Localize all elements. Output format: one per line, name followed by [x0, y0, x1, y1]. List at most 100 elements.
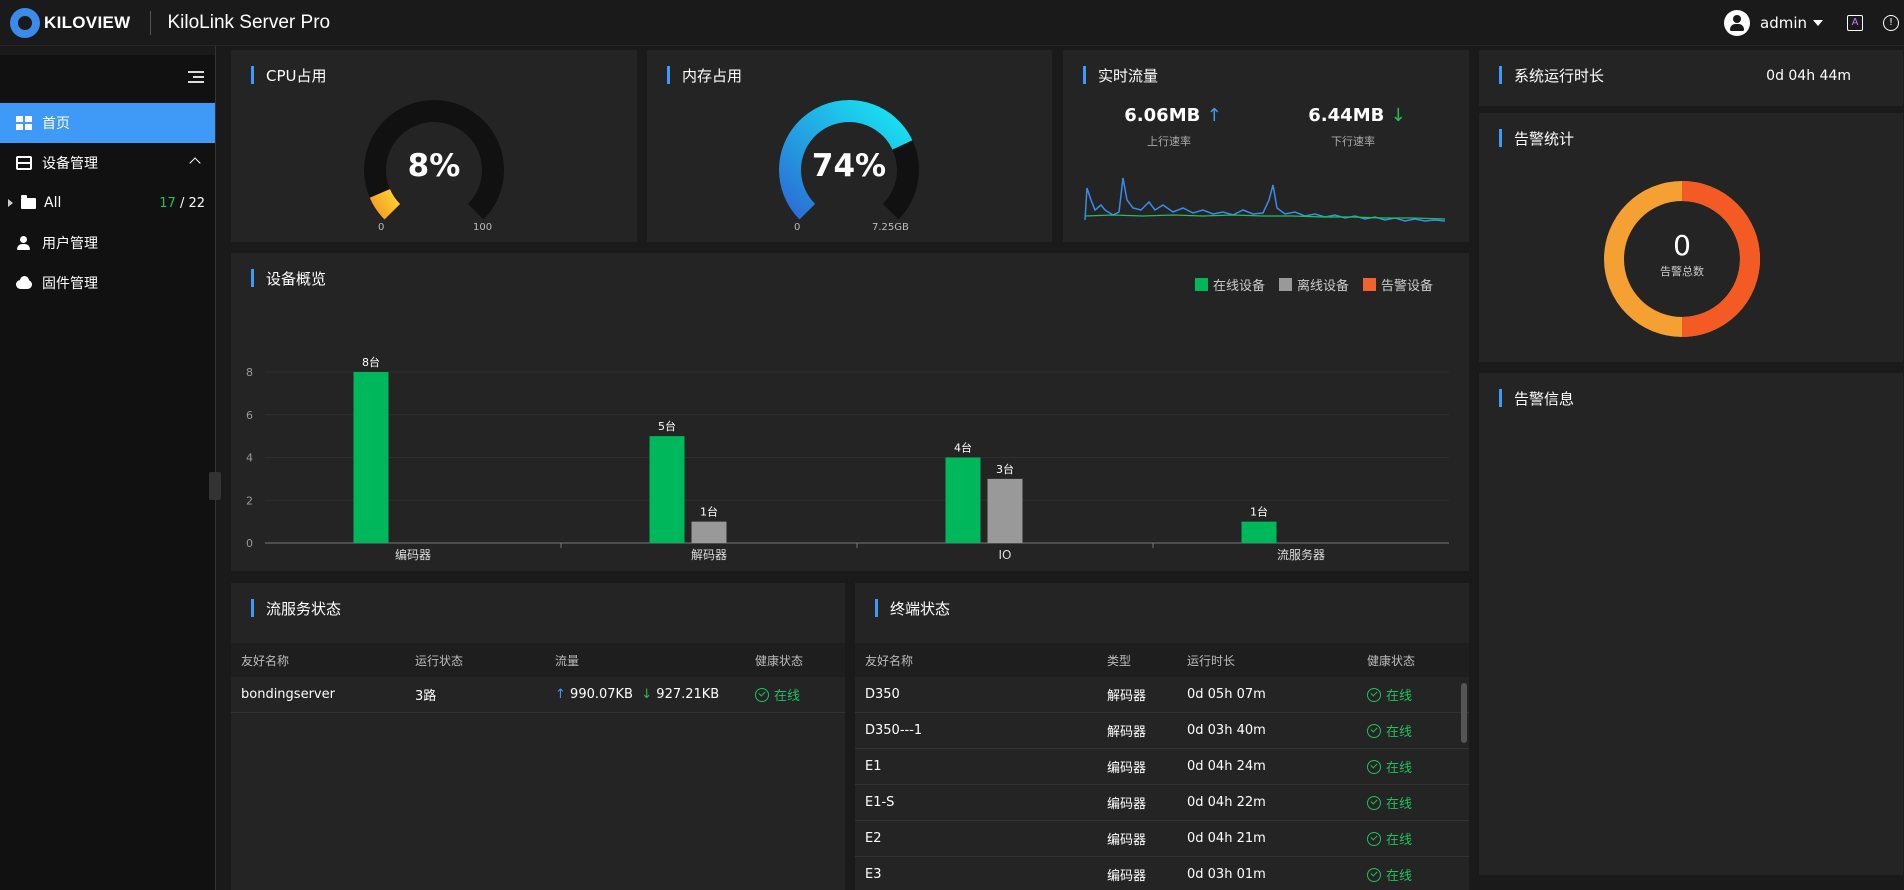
terminal-uptime: 0d 03h 01m [1187, 867, 1266, 882]
terminal-type: 编码器 [1107, 761, 1147, 776]
terminal-uptime: 0d 05h 07m [1187, 687, 1266, 702]
terminal-uptime: 0d 04h 21m [1187, 831, 1266, 846]
column-header: 友好名称 [241, 653, 290, 668]
upload-rate-label: 上行速率 [1147, 135, 1191, 148]
table-row[interactable]: D350---1 解码器 0d 03h 40m 在线 [855, 713, 1469, 749]
cpu-gauge [364, 100, 504, 220]
terminal-type: 编码器 [1107, 833, 1147, 848]
header-divider [150, 10, 152, 35]
sidebar-collapse-icon[interactable] [188, 71, 204, 85]
bar [987, 478, 1023, 543]
terminal-name: E2 [865, 831, 882, 846]
column-header: 运行状态 [415, 653, 464, 668]
arrow-down-icon: ↓ [641, 687, 653, 702]
check-circle-icon [755, 687, 769, 702]
sidebar-nav: 首页 设备管理 All 17 / 22 用户管理 固件管理 [0, 103, 215, 303]
sidebar-item-all-devices[interactable]: All 17 / 22 [0, 183, 215, 223]
y-tick-label: 2 [246, 494, 253, 507]
x-category-label: IO [999, 548, 1012, 562]
bar-data-label: 4台 [954, 441, 972, 455]
terminal-name: E3 [865, 867, 882, 882]
user-menu-caret-icon[interactable] [1813, 20, 1823, 26]
y-tick-label: 8 [246, 366, 253, 379]
alarm-donut-chart [1604, 181, 1760, 337]
alarm-stats-panel: 告警统计 0 告警总数 [1479, 113, 1903, 362]
column-header: 健康状态 [755, 653, 804, 668]
column-header: 运行时长 [1187, 653, 1236, 668]
table-row[interactable]: D350 解码器 0d 05h 07m 在线 [855, 677, 1469, 713]
cloud-upload-icon [16, 276, 32, 290]
x-category-label: 编码器 [395, 547, 431, 562]
memory-gauge [779, 100, 919, 220]
table-row[interactable]: E1 编码器 0d 04h 24m 在线 [855, 749, 1469, 785]
user-icon [16, 236, 32, 250]
legend-alarm[interactable]: 告警设备 [1362, 275, 1433, 294]
panel-title: 系统运行时长 [1499, 65, 1604, 85]
terminal-type: 编码器 [1107, 869, 1147, 884]
gauge-max-label: 100 [473, 222, 493, 233]
upload-rate: 6.06MB ↑ [1124, 105, 1222, 126]
table-row[interactable]: E2 编码器 0d 04h 21m 在线 [855, 821, 1469, 857]
sidebar-item-device-management[interactable]: 设备管理 [0, 143, 215, 183]
check-circle-icon [1367, 831, 1381, 846]
terminal-type: 编码器 [1107, 797, 1147, 812]
y-tick-label: 4 [246, 452, 253, 465]
panel-title: 终端状态 [875, 598, 950, 618]
panel-title: 流服务状态 [251, 598, 341, 618]
terminal-status-panel: 终端状态 友好名称 类型 运行时长 健康状态 D350 解码器 0d 05h 07m… [855, 583, 1469, 890]
stream-traffic: ↑ 990.07KB ↓ 927.21KB [555, 687, 720, 702]
sidebar-item-firmware-management[interactable]: 固件管理 [0, 263, 215, 303]
user-avatar-icon[interactable] [1724, 10, 1750, 36]
bar-data-label: 3台 [996, 462, 1014, 476]
sidebar-item-user-management[interactable]: 用户管理 [0, 223, 215, 263]
folder-icon [21, 194, 36, 209]
arrow-down-icon: ↓ [1390, 105, 1406, 126]
health-status: 在线 [1367, 721, 1412, 740]
gauge-fill [779, 100, 913, 220]
stream-table: 友好名称 运行状态 流量 健康状态 bondingserver 3路 ↑ 990… [231, 643, 845, 713]
table-row[interactable]: E3 编码器 0d 03h 01m 在线 [855, 857, 1469, 890]
stream-name: bondingserver [241, 687, 335, 702]
terminal-type: 解码器 [1107, 689, 1147, 704]
info-icon[interactable]: ! [1883, 15, 1899, 31]
panel-title: 告警统计 [1499, 128, 1574, 148]
bar [649, 436, 685, 543]
table-row[interactable]: bondingserver 3路 ↑ 990.07KB ↓ 927.21KB 在… [231, 677, 845, 713]
table-row[interactable]: E1-S 编码器 0d 04h 22m 在线 [855, 785, 1469, 821]
sidebar-item-home[interactable]: 首页 [0, 103, 215, 143]
chevron-up-icon [189, 157, 201, 169]
bar [1241, 521, 1277, 543]
terminal-name: D350---1 [865, 723, 923, 738]
arrow-up-icon: ↑ [555, 687, 566, 702]
kiloview-logo[interactable]: KILOVIEW [10, 7, 130, 38]
bar [353, 372, 389, 543]
user-name[interactable]: admin [1760, 14, 1807, 32]
table-header: 友好名称 类型 运行时长 健康状态 [855, 643, 1469, 677]
legend-online[interactable]: 在线设备 [1194, 275, 1265, 294]
traffic-sparkline [1084, 177, 1446, 222]
health-status: 在线 [1367, 829, 1412, 848]
gauge-fill [369, 188, 401, 220]
download-rate: 6.44MB ↓ [1308, 105, 1406, 126]
device-overview-panel: 设备概览 在线设备 离线设备 告警设备 0 2 4 6 8 编码器 8台 解码器 5台 1台 IO 4… [231, 253, 1469, 571]
tree-expand-icon[interactable] [8, 199, 13, 207]
terminal-table-scrollbar[interactable] [1461, 683, 1467, 743]
stream-state: 3路 [415, 689, 437, 704]
table-header: 友好名称 运行状态 流量 健康状态 [231, 643, 845, 677]
panel-title: CPU占用 [251, 65, 327, 85]
language-icon[interactable]: A [1847, 15, 1863, 31]
download-rate-label: 下行速率 [1331, 135, 1375, 148]
bar-data-label: 5台 [658, 419, 676, 433]
cpu-value: 8% [407, 148, 461, 184]
terminal-name: D350 [865, 687, 900, 702]
y-tick-label: 0 [246, 537, 253, 550]
app-title: KiloLink Server Pro [167, 11, 331, 33]
device-count: 17 / 22 [159, 195, 205, 211]
sidebar-resize-handle[interactable] [209, 472, 221, 500]
memory-panel: 内存占用 74% 0 7.25GB [647, 50, 1052, 242]
dashboard-icon [16, 116, 32, 130]
traffic-panel: 实时流量 6.06MB ↑ 上行速率 6.44MB ↓ 下行速率 [1063, 50, 1469, 242]
column-header: 流量 [555, 653, 580, 668]
legend-offline[interactable]: 离线设备 [1278, 275, 1349, 294]
cpu-panel: CPU占用 8% 0 100 [231, 50, 637, 242]
